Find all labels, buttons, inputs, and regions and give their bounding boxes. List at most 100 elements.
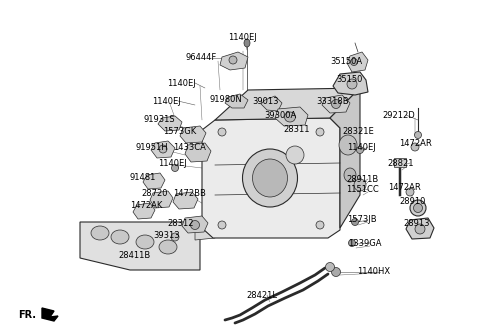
Text: 96444F: 96444F	[185, 53, 216, 63]
Ellipse shape	[111, 230, 129, 244]
Ellipse shape	[415, 224, 425, 234]
Ellipse shape	[171, 233, 179, 241]
Ellipse shape	[139, 206, 147, 214]
Ellipse shape	[344, 168, 356, 182]
Text: 28910: 28910	[399, 197, 425, 207]
Text: 1472AR: 1472AR	[399, 138, 432, 148]
Polygon shape	[347, 52, 368, 72]
Ellipse shape	[354, 179, 366, 191]
Ellipse shape	[350, 58, 358, 66]
Ellipse shape	[351, 218, 359, 226]
Text: 1339GA: 1339GA	[348, 238, 382, 248]
Ellipse shape	[191, 220, 200, 230]
Text: 91980N: 91980N	[210, 95, 243, 105]
Text: 1573JB: 1573JB	[347, 215, 377, 224]
Text: 35150A: 35150A	[330, 57, 362, 67]
Text: 39013: 39013	[252, 96, 278, 106]
Polygon shape	[133, 203, 155, 219]
Polygon shape	[333, 72, 368, 95]
Ellipse shape	[332, 268, 340, 277]
Ellipse shape	[136, 235, 154, 249]
Text: 1472AR: 1472AR	[388, 182, 421, 192]
Text: 91931S: 91931S	[143, 114, 175, 124]
Ellipse shape	[406, 188, 414, 196]
Polygon shape	[330, 88, 360, 228]
Ellipse shape	[252, 159, 288, 197]
Ellipse shape	[332, 99, 340, 109]
Ellipse shape	[316, 128, 324, 136]
Text: 1140EJ: 1140EJ	[167, 78, 196, 88]
Ellipse shape	[218, 128, 226, 136]
Text: 28911B: 28911B	[346, 174, 378, 183]
Polygon shape	[143, 173, 165, 189]
Text: 28821: 28821	[387, 158, 413, 168]
Text: 39313: 39313	[153, 231, 180, 239]
Ellipse shape	[411, 143, 419, 151]
Text: 1151CC: 1151CC	[346, 186, 379, 195]
Polygon shape	[150, 191, 173, 208]
Ellipse shape	[229, 56, 237, 64]
Ellipse shape	[357, 147, 363, 154]
Ellipse shape	[415, 132, 421, 138]
Text: 28720: 28720	[141, 189, 168, 197]
Ellipse shape	[316, 221, 324, 229]
Polygon shape	[180, 126, 206, 143]
Polygon shape	[275, 107, 308, 126]
Ellipse shape	[168, 118, 178, 128]
Polygon shape	[182, 216, 208, 233]
Text: 1140EJ: 1140EJ	[152, 96, 181, 106]
Polygon shape	[394, 158, 406, 167]
Ellipse shape	[218, 221, 226, 229]
Ellipse shape	[178, 195, 188, 205]
Polygon shape	[80, 222, 200, 270]
Text: 33318B: 33318B	[316, 96, 348, 106]
Polygon shape	[261, 96, 282, 111]
Ellipse shape	[171, 165, 179, 172]
Text: 1140EJ: 1140EJ	[228, 33, 257, 43]
Text: 1140EJ: 1140EJ	[347, 142, 376, 152]
Polygon shape	[322, 95, 350, 113]
Text: 28411B: 28411B	[118, 252, 150, 260]
Text: 1472BB: 1472BB	[173, 189, 206, 197]
Ellipse shape	[347, 79, 357, 89]
Ellipse shape	[244, 39, 250, 47]
Text: FR.: FR.	[18, 310, 36, 320]
Text: 28312: 28312	[167, 219, 193, 229]
Polygon shape	[173, 192, 198, 209]
Text: 35150: 35150	[336, 75, 362, 85]
Ellipse shape	[413, 203, 422, 213]
Text: 28321E: 28321E	[342, 127, 374, 135]
Text: 1433CA: 1433CA	[173, 144, 206, 153]
Text: 29212D: 29212D	[382, 111, 415, 119]
Ellipse shape	[285, 112, 296, 122]
Polygon shape	[220, 52, 248, 70]
Polygon shape	[215, 88, 360, 120]
Text: 39300A: 39300A	[264, 112, 296, 120]
Text: 91481: 91481	[130, 174, 156, 182]
Polygon shape	[406, 218, 434, 239]
Text: 28913: 28913	[403, 218, 430, 228]
Text: 1140HX: 1140HX	[357, 268, 390, 277]
Text: 28421L: 28421L	[246, 291, 277, 299]
Ellipse shape	[325, 262, 335, 272]
Ellipse shape	[348, 239, 356, 247]
Polygon shape	[195, 222, 215, 240]
Polygon shape	[202, 118, 340, 238]
Text: 1573GK: 1573GK	[163, 128, 196, 136]
Polygon shape	[151, 141, 175, 158]
Ellipse shape	[149, 176, 157, 184]
Ellipse shape	[91, 226, 109, 240]
Ellipse shape	[159, 145, 167, 153]
Polygon shape	[158, 116, 182, 131]
Text: 28311: 28311	[283, 126, 310, 134]
Text: 1140EJ: 1140EJ	[158, 158, 187, 168]
Text: 1472AK: 1472AK	[130, 201, 162, 211]
Text: 91951H: 91951H	[136, 142, 168, 152]
Ellipse shape	[410, 200, 426, 216]
Ellipse shape	[242, 149, 298, 207]
Ellipse shape	[159, 240, 177, 254]
Ellipse shape	[286, 146, 304, 164]
Polygon shape	[225, 94, 248, 108]
Polygon shape	[185, 143, 211, 162]
Ellipse shape	[339, 135, 357, 155]
